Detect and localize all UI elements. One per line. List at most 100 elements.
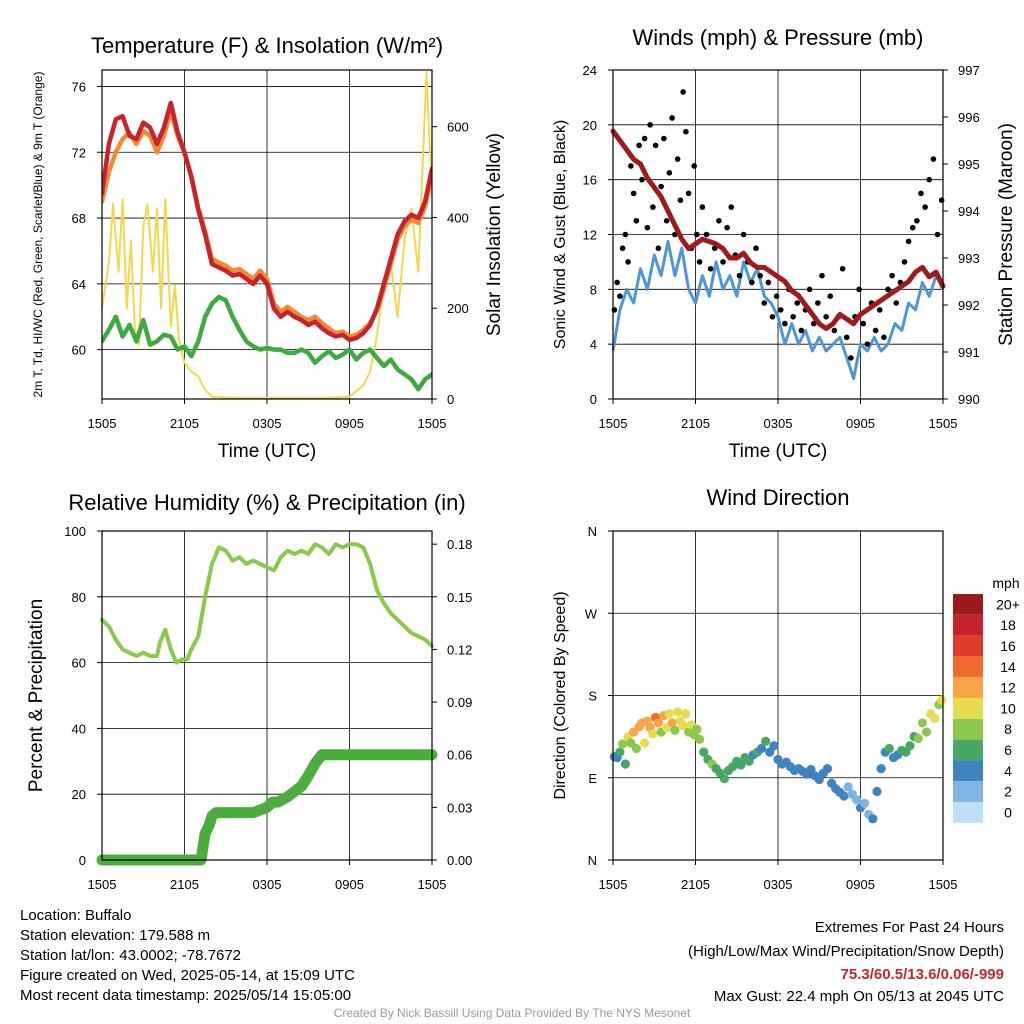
temp-y2tick-label: 0 [447, 392, 454, 407]
dir-point [917, 718, 927, 728]
wind-gust-point [806, 286, 813, 293]
rh-ytick-label: 0 [79, 853, 86, 868]
temp-xlabel: Time (UTC) [218, 441, 317, 462]
dir-ylabel: Direction (Colored By Speed) [552, 591, 569, 799]
wind-gust-point [918, 190, 924, 197]
temp-ytick-label: 76 [72, 79, 86, 94]
elevation-text: Station elevation: 179.588 m [20, 927, 211, 944]
wind-gust-point [815, 300, 821, 306]
extremes-subtitle: (High/Low/Max Wind/Precipitation/Snow De… [688, 943, 1004, 960]
temp-title: Temperature (F) & Insolation (W/m²) [91, 33, 443, 58]
dir-point [631, 743, 641, 754]
wind-gust-point [699, 204, 706, 210]
temp-plot-border [101, 69, 433, 400]
wind-y2tick-label: 993 [958, 251, 980, 266]
dir-point [822, 764, 833, 774]
wind-gust-point [909, 224, 916, 231]
wind-xtick-label: 1505 [929, 416, 958, 431]
wind-ytick-label: 20 [583, 118, 597, 133]
wind-gust-point [769, 313, 776, 320]
dir-point [884, 743, 894, 754]
wind-gust-point [669, 115, 675, 121]
dir-legend-swatch [953, 739, 983, 761]
dir-xtick-label: 0905 [846, 877, 875, 892]
temp-ytick-label: 60 [72, 343, 86, 358]
dir-point [876, 764, 886, 774]
dir-legend-swatch [953, 718, 983, 740]
dir-legend-title: mph [992, 575, 1019, 591]
wind-gust-point [685, 190, 692, 197]
wind-gust-point [644, 224, 651, 231]
rh-xtick-label: 2105 [170, 877, 199, 892]
rh-xtick-label: 1505 [88, 877, 117, 892]
dir-point [913, 733, 923, 744]
dir-point [670, 725, 680, 735]
dir-legend-swatch [953, 656, 983, 678]
dir-point [719, 774, 729, 784]
rh-y2tick-label: 0.09 [447, 695, 472, 710]
wind-series-station-pressure [610, 128, 946, 331]
temp-ytick-label: 68 [72, 211, 86, 226]
wind-gust-point [819, 272, 825, 279]
rh-ylabel: Percent & Precipitation [26, 599, 47, 792]
rh-plot-border [101, 530, 433, 861]
wind-gust-point [680, 89, 686, 95]
rh-ytick-label: 40 [72, 721, 86, 736]
dir-legend-swatch [953, 594, 983, 615]
dir-point [839, 791, 849, 801]
rh-series-precipitation [96, 749, 438, 866]
wind-gust-point [757, 272, 763, 279]
wind-gust-point [622, 231, 629, 238]
wind-title: Winds (mph) & Pressure (mb) [633, 25, 924, 50]
dir-legend-swatch [953, 698, 983, 719]
wind-gust-point [652, 142, 659, 149]
dir-point [640, 738, 650, 748]
latlon-text: Station lat/lon: 43.0002; -78.7672 [20, 947, 242, 964]
wind-y2tick-label: 994 [958, 204, 980, 219]
rh-y2tick-label: 0.00 [447, 853, 472, 868]
wind-y2tick-label: 997 [958, 63, 980, 78]
wind-y2tick-label: 991 [958, 345, 980, 360]
rh-panel: 0 20 40 60 80 100 0.00 0.03 0.06 0.09 0.12 0.15 0.18… [26, 490, 472, 892]
wind-gust-point [893, 300, 900, 306]
wind-series-sonic-wind [611, 239, 945, 380]
wind-xtick-label: 0305 [764, 416, 793, 431]
dir-legend-label: 2 [1004, 784, 1012, 800]
wind-gust-point [716, 217, 722, 224]
wind-gust-point [633, 217, 640, 224]
dir-point [648, 729, 658, 739]
wind-y2tick-label: 995 [958, 157, 980, 172]
max-gust-text: Max Gust: 22.4 mph On 05/13 at 2045 UTC [713, 988, 1004, 1005]
wind-gust-point [639, 176, 645, 183]
wind-ytick-label: 8 [590, 282, 597, 297]
rh-xtick-label: 0905 [335, 877, 364, 892]
temp-panel: 60 64 68 72 76 0 200 400 600 1505 2105 0305 0905 1505… [31, 33, 505, 462]
wind-gust-point [696, 259, 703, 265]
wind-y2tick-label: 992 [958, 298, 980, 313]
wind-gust-point [881, 334, 887, 341]
rh-ytick-label: 20 [72, 787, 86, 802]
dir-xtick-label: 0305 [764, 877, 793, 892]
wind-gust-point [703, 231, 710, 238]
wind-ytick-label: 12 [583, 228, 597, 243]
dir-plot-border [612, 530, 944, 861]
temp-xtick-label: 0305 [253, 416, 282, 431]
rh-ytick-label: 80 [72, 590, 86, 605]
dir-legend-swatch [953, 781, 983, 802]
extremes-title: Extremes For Past 24 Hours [814, 919, 1004, 936]
temp-xtick-label: 0905 [335, 416, 364, 431]
wind-gust-point [694, 231, 700, 238]
wind-xtick-label: 1505 [599, 416, 628, 431]
dir-legend-swatch [953, 635, 983, 657]
wind-gust-point [782, 320, 788, 327]
dir-point [769, 741, 779, 751]
temp-xtick-label: 1505 [88, 416, 117, 431]
wind-gust-point [647, 122, 653, 128]
dir-point [667, 718, 677, 728]
wind-gust-point [765, 279, 772, 286]
dir-point [664, 709, 674, 719]
wind-gust-point [930, 156, 937, 162]
dir-point [678, 721, 688, 731]
dir-point [653, 718, 663, 728]
dir-point [921, 727, 932, 737]
